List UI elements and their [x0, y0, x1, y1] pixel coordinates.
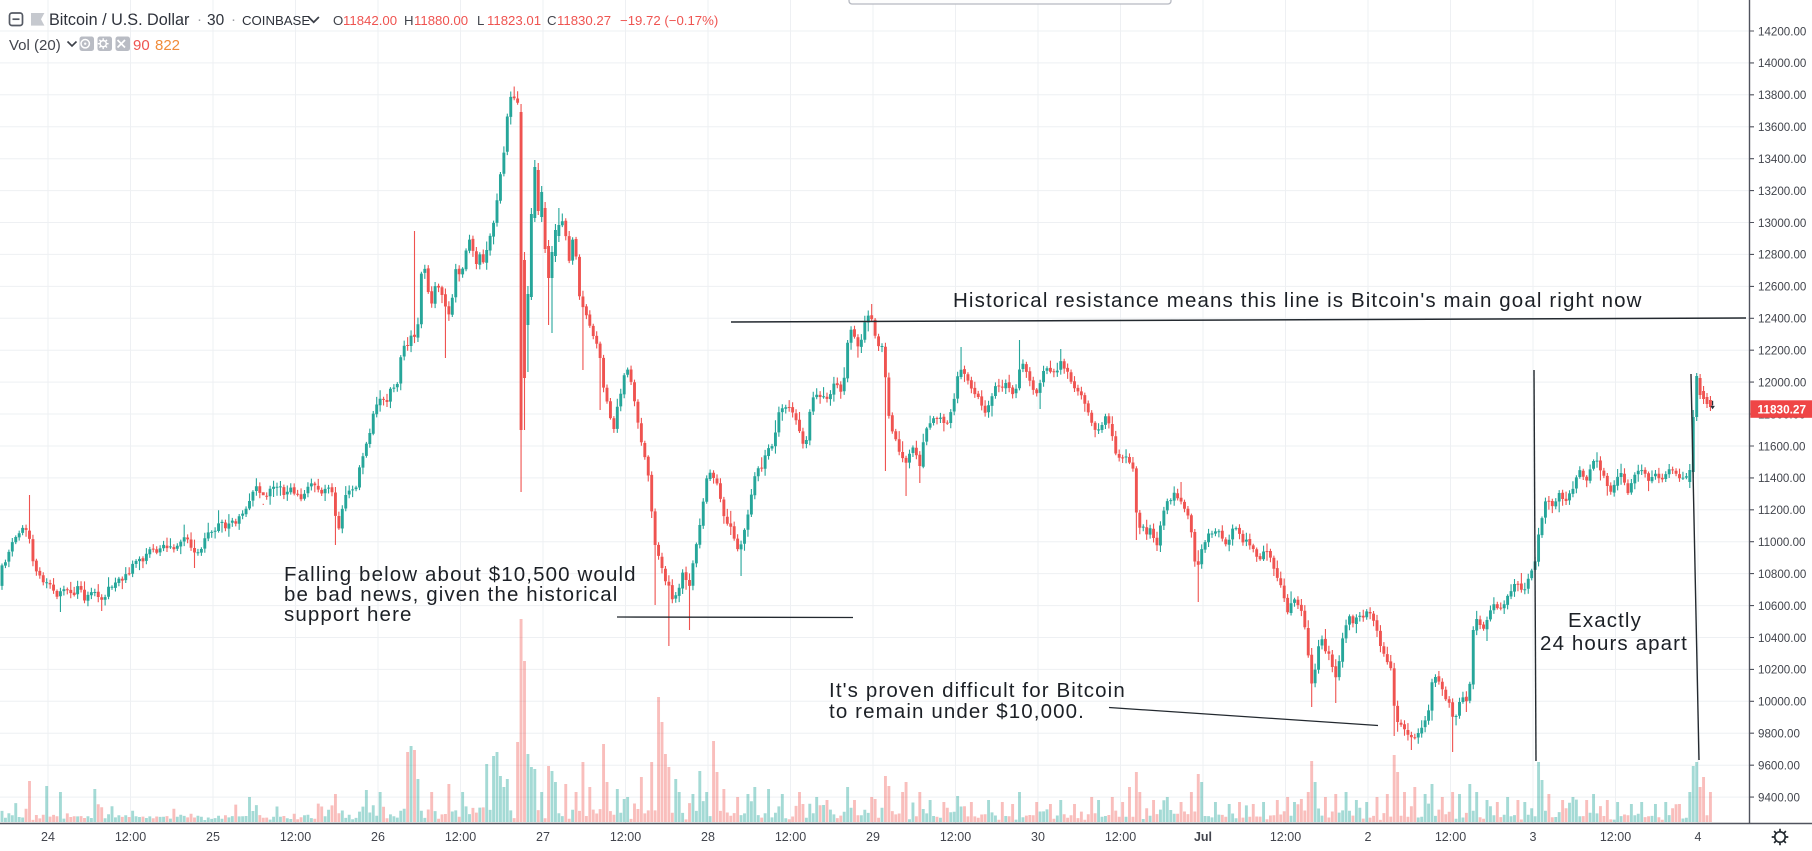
- svg-text:13800.00: 13800.00: [1758, 89, 1806, 102]
- svg-text:13200.00: 13200.00: [1758, 185, 1806, 198]
- svg-text:14200.00: 14200.00: [1758, 25, 1806, 38]
- svg-text:12:00: 12:00: [610, 830, 641, 844]
- svg-text:12600.00: 12600.00: [1758, 281, 1806, 294]
- svg-text:·: ·: [197, 11, 202, 28]
- svg-text:822: 822: [155, 37, 180, 54]
- svg-text:12:00: 12:00: [1105, 830, 1136, 844]
- svg-text:3: 3: [1530, 830, 1537, 844]
- svg-text:24 hours apart: 24 hours apart: [1540, 632, 1688, 655]
- svg-text:11400.00: 11400.00: [1758, 472, 1806, 485]
- svg-text:30: 30: [1031, 830, 1045, 844]
- svg-text:11880.00: 11880.00: [414, 13, 468, 28]
- svg-text:11830.27: 11830.27: [1758, 402, 1807, 416]
- svg-text:12:00: 12:00: [115, 830, 146, 844]
- svg-text:support here: support here: [284, 603, 413, 626]
- svg-text:12000.00: 12000.00: [1758, 376, 1806, 389]
- svg-text:12:00: 12:00: [940, 830, 971, 844]
- svg-text:14000.00: 14000.00: [1758, 57, 1806, 70]
- svg-text:12:00: 12:00: [1270, 830, 1301, 844]
- svg-text:13400.00: 13400.00: [1758, 153, 1806, 166]
- svg-text:11830.27: 11830.27: [557, 13, 611, 28]
- svg-text:28: 28: [701, 830, 715, 844]
- svg-text:13600.00: 13600.00: [1758, 121, 1806, 134]
- svg-text:12:00: 12:00: [1435, 830, 1466, 844]
- svg-text:12:00: 12:00: [775, 830, 806, 844]
- svg-text:9400.00: 9400.00: [1758, 791, 1800, 804]
- svg-text:11200.00: 11200.00: [1758, 504, 1806, 517]
- svg-text:10000.00: 10000.00: [1758, 696, 1806, 709]
- svg-text:13000.00: 13000.00: [1758, 217, 1806, 230]
- svg-text:11823.01: 11823.01: [487, 13, 541, 28]
- svg-text:11600.00: 11600.00: [1758, 440, 1806, 453]
- svg-text:11842.00: 11842.00: [343, 13, 397, 28]
- svg-text:COINBASE: COINBASE: [242, 13, 310, 28]
- svg-text:90: 90: [133, 37, 150, 54]
- svg-text:Exactly: Exactly: [1568, 609, 1642, 632]
- svg-text:−19.72 (−0.17%): −19.72 (−0.17%): [620, 13, 718, 28]
- svg-text:30: 30: [207, 12, 225, 29]
- svg-text:10200.00: 10200.00: [1758, 664, 1806, 677]
- svg-text:Vol (20): Vol (20): [9, 37, 61, 54]
- svg-text:24: 24: [41, 830, 55, 844]
- svg-text:4: 4: [1695, 830, 1702, 844]
- svg-text:26: 26: [371, 830, 385, 844]
- svg-text:29: 29: [866, 830, 880, 844]
- svg-text:·: ·: [231, 11, 236, 28]
- svg-text:25: 25: [206, 830, 220, 844]
- svg-text:It's proven difficult for Bitc: It's proven difficult for Bitcoin: [829, 679, 1126, 702]
- svg-text:Bitcoin / U.S. Dollar: Bitcoin / U.S. Dollar: [49, 11, 190, 29]
- svg-text:9800.00: 9800.00: [1758, 728, 1800, 741]
- svg-text:O: O: [333, 13, 343, 28]
- svg-text:27: 27: [536, 830, 550, 844]
- svg-text:12400.00: 12400.00: [1758, 313, 1806, 326]
- svg-text:9600.00: 9600.00: [1758, 760, 1800, 773]
- svg-text:C: C: [547, 13, 557, 28]
- svg-text:11000.00: 11000.00: [1758, 536, 1806, 549]
- svg-text:Jul: Jul: [1194, 830, 1212, 844]
- svg-text:Historical resistance means th: Historical resistance means this line is…: [953, 289, 1643, 312]
- svg-text:to remain under $10,000.: to remain under $10,000.: [829, 700, 1085, 723]
- svg-text:10600.00: 10600.00: [1758, 600, 1806, 613]
- svg-text:10400.00: 10400.00: [1758, 632, 1806, 645]
- svg-text:12:00: 12:00: [445, 830, 476, 844]
- svg-text:10800.00: 10800.00: [1758, 568, 1806, 581]
- svg-text:H: H: [404, 13, 414, 28]
- svg-text:2: 2: [1365, 830, 1372, 844]
- svg-text:12800.00: 12800.00: [1758, 249, 1806, 262]
- svg-text:12200.00: 12200.00: [1758, 345, 1806, 358]
- svg-text:Falling below about $10,500 wo: Falling below about $10,500 would: [284, 563, 637, 586]
- svg-text:12:00: 12:00: [1600, 830, 1631, 844]
- svg-text:L: L: [477, 13, 484, 28]
- svg-text:12:00: 12:00: [280, 830, 311, 844]
- svg-text:be bad news, given the histori: be bad news, given the historical: [284, 583, 618, 606]
